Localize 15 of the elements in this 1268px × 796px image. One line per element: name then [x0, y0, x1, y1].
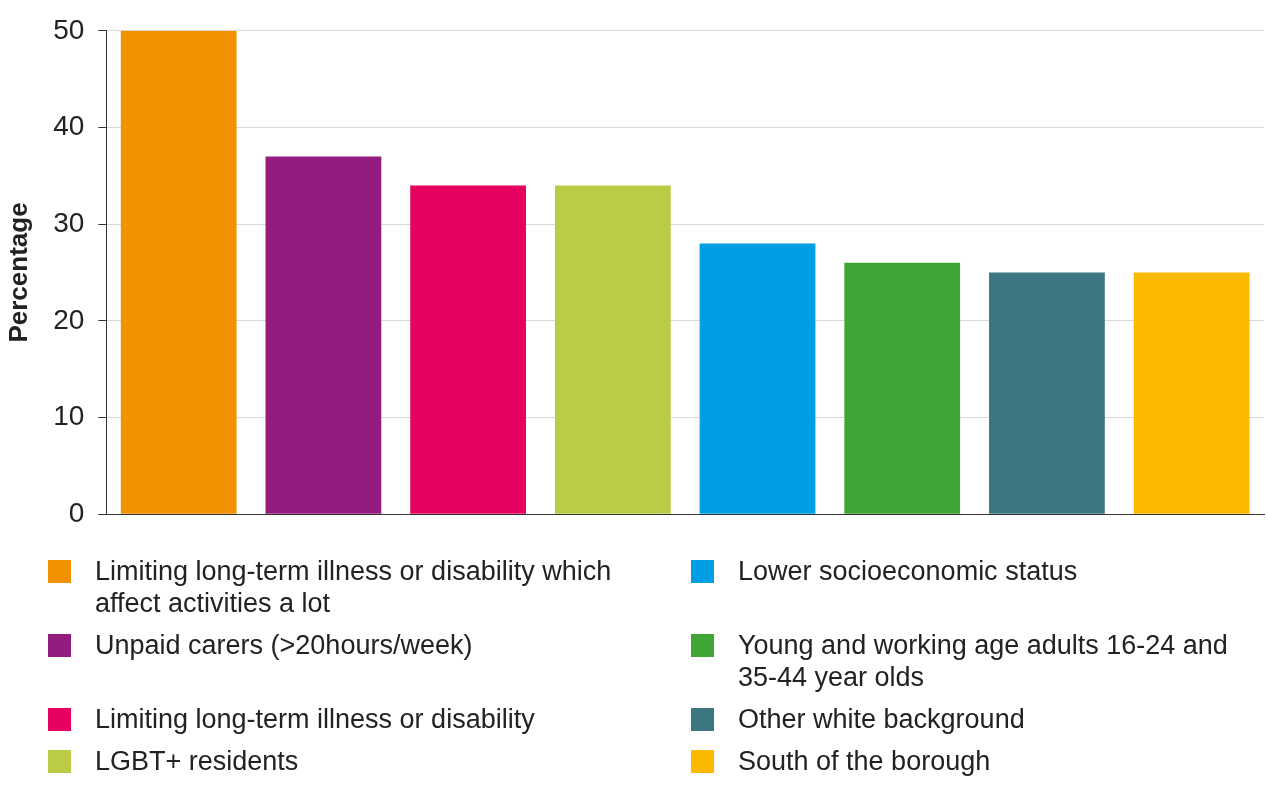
y-tick-label: 20 — [53, 303, 85, 335]
legend-label: Unpaid carers (>20hours/week) — [95, 629, 473, 661]
y-tick-label: 10 — [53, 400, 85, 432]
legend-label: Limiting long-term illness or disability — [95, 703, 535, 735]
y-tick-label: 40 — [53, 110, 85, 142]
y-tick-label: 50 — [53, 13, 85, 45]
legend-label: Young and working age adults 16-24 and 35-44 year olds — [738, 629, 1229, 693]
y-axis-title: Percentage — [2, 202, 33, 343]
legend-label: Other white background — [738, 703, 1025, 735]
legend-label: South of the borough — [738, 745, 991, 777]
legend-label: Lower socioeconomic status — [738, 555, 1078, 587]
y-tick-label: 30 — [53, 206, 85, 238]
legend-label: LGBT+ residents — [95, 745, 299, 777]
y-tick-label: 0 — [68, 496, 85, 528]
legend-label: Limiting long-term illness or disability which affect activities a lot — [95, 555, 613, 619]
